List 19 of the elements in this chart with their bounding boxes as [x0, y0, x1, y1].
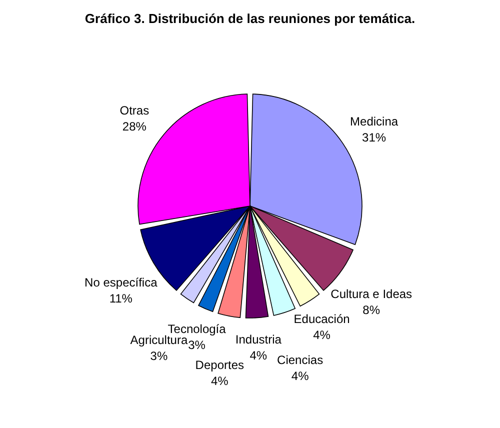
data-label: 4% [291, 369, 310, 384]
chart-title: Gráfico 3. Distribución de las reuniones por temática. [84, 11, 416, 26]
slice-label: Educación [294, 312, 350, 326]
slice-label: Otras [120, 103, 150, 118]
slice-label: Ciencias [277, 353, 324, 368]
data-label: 28% [122, 119, 147, 134]
data-label: 4% [313, 328, 331, 342]
data-label: 4% [250, 348, 268, 363]
slice-label: No específica [84, 275, 158, 290]
slice-label: Medicina [350, 114, 398, 129]
data-label: 8% [362, 303, 380, 318]
data-label: 4% [210, 374, 229, 388]
slice-label: Cultura e Ideas [330, 287, 412, 302]
data-label: 3% [188, 338, 206, 352]
data-label: 11% [109, 291, 133, 306]
slice-label: Industria [235, 332, 282, 347]
data-label: 31% [362, 130, 386, 145]
slice-label: Deportes [195, 358, 244, 372]
data-label: 3% [150, 348, 168, 363]
